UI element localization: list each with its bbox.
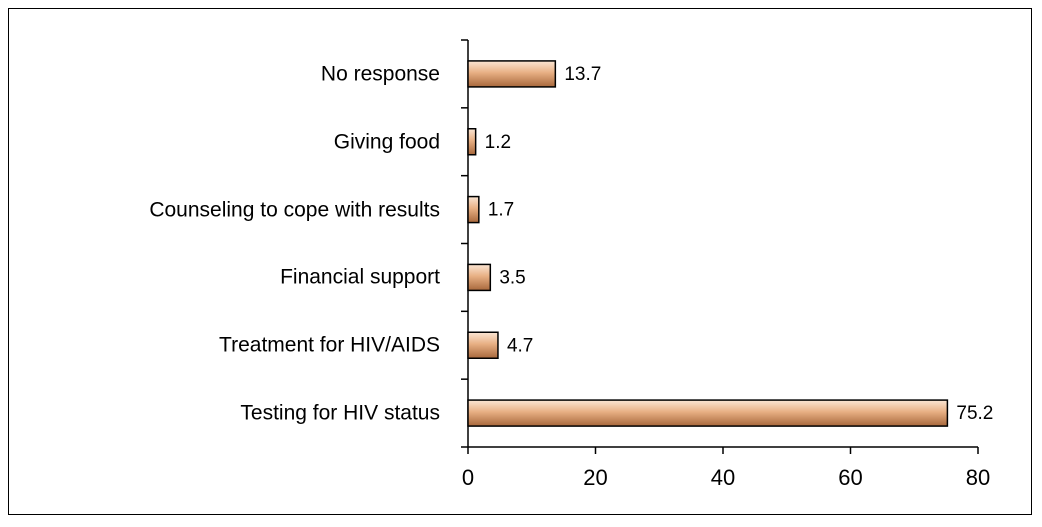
y-tick-label: Financial support [280, 265, 440, 289]
x-tick-label: 20 [583, 465, 607, 490]
bar [467, 128, 477, 156]
bar [467, 263, 492, 292]
bar [467, 60, 557, 88]
y-tick-label: No response [320, 62, 440, 86]
chart-frame [8, 8, 1032, 515]
value-label: 4.7 [507, 335, 533, 356]
x-tick-label: 40 [711, 465, 735, 490]
value-label: 3.5 [499, 267, 525, 288]
value-label: 13.7 [564, 64, 601, 85]
x-tick-label: 60 [838, 465, 862, 490]
y-tick-label: Counseling to cope with results [149, 198, 440, 222]
x-tick-label: 80 [966, 465, 990, 490]
bar [467, 195, 480, 224]
value-label: 75.2 [956, 403, 993, 424]
bar [467, 331, 499, 359]
bar [467, 399, 949, 427]
value-label: 1.7 [488, 200, 514, 221]
value-label: 1.2 [485, 132, 511, 153]
y-tick-label: Giving food [333, 130, 440, 154]
y-tick-label: Treatment for HIV/AIDS [219, 333, 440, 357]
x-tick-label: 0 [462, 465, 474, 490]
y-tick-label: Testing for HIV status [240, 401, 440, 425]
